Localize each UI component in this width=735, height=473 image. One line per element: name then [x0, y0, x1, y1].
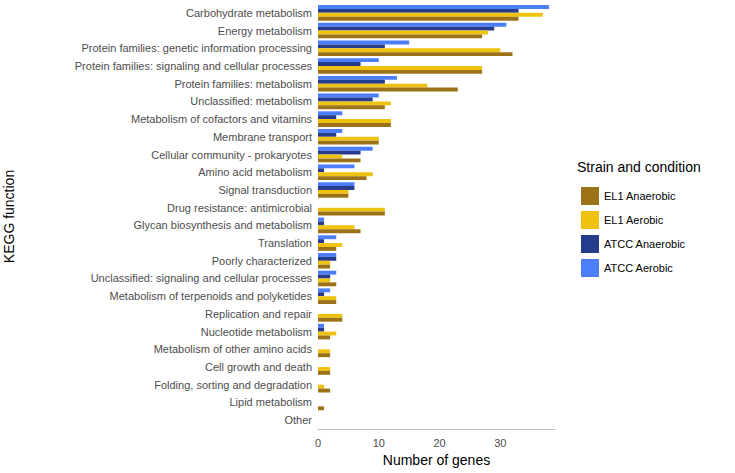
svg-text:Carbohydrate metabolism: Carbohydrate metabolism [186, 7, 312, 19]
svg-text:Protein families: metabolism: Protein families: metabolism [174, 78, 312, 90]
svg-text:Signal transduction: Signal transduction [218, 184, 312, 196]
svg-text:KEGG function: KEGG function [1, 170, 17, 263]
svg-text:Amino acid metabolism: Amino acid metabolism [198, 166, 312, 178]
svg-text:Glycan biosynthesis and metabo: Glycan biosynthesis and metabolism [133, 219, 312, 231]
svg-text:Protein families: genetic info: Protein families: genetic information pr… [81, 42, 312, 54]
svg-text:Translation: Translation [258, 237, 312, 249]
svg-text:Poorly characterized: Poorly characterized [212, 255, 312, 267]
svg-text:Drug resistance: antimicrobial: Drug resistance: antimicrobial [167, 202, 312, 214]
svg-text:Number of genes: Number of genes [383, 452, 490, 468]
svg-text:Folding, sorting and degradati: Folding, sorting and degradation [154, 379, 312, 391]
svg-text:ATCC Aerobic: ATCC Aerobic [604, 262, 673, 274]
svg-text:Unclassified: signaling and ce: Unclassified: signaling and cellular pro… [91, 272, 313, 284]
svg-text:20: 20 [433, 437, 445, 449]
svg-text:Other: Other [284, 414, 312, 426]
svg-text:Metabolism of terpenoids and p: Metabolism of terpenoids and polyketides [110, 290, 313, 302]
svg-text:10: 10 [373, 437, 385, 449]
svg-text:Protein families: signaling an: Protein families: signaling and cellular… [75, 60, 313, 72]
svg-text:0: 0 [315, 437, 321, 449]
svg-text:Strain and condition: Strain and condition [577, 159, 701, 175]
svg-text:Membrane transport: Membrane transport [213, 131, 312, 143]
svg-text:ATCC Anaerobic: ATCC Anaerobic [604, 238, 686, 250]
svg-text:Nucleotide metabolism: Nucleotide metabolism [201, 326, 312, 338]
svg-text:Cellular community - prokaryot: Cellular community - prokaryotes [151, 149, 312, 161]
svg-text:Metabolism of cofactors and vi: Metabolism of cofactors and vitamins [131, 113, 312, 125]
svg-text:Energy metabolism: Energy metabolism [218, 25, 312, 37]
svg-text:EL1 Aerobic: EL1 Aerobic [604, 214, 664, 226]
svg-text:Metabolism of other amino acid: Metabolism of other amino acids [154, 343, 313, 355]
svg-text:Replication and repair: Replication and repair [205, 308, 312, 320]
svg-text:EL1 Anaerobic: EL1 Anaerobic [604, 190, 676, 202]
svg-text:Unclassified: metabolism: Unclassified: metabolism [190, 95, 312, 107]
svg-text:Cell growth and death: Cell growth and death [205, 361, 312, 373]
svg-text:30: 30 [494, 437, 506, 449]
svg-text:Lipid metabolism: Lipid metabolism [229, 396, 312, 408]
